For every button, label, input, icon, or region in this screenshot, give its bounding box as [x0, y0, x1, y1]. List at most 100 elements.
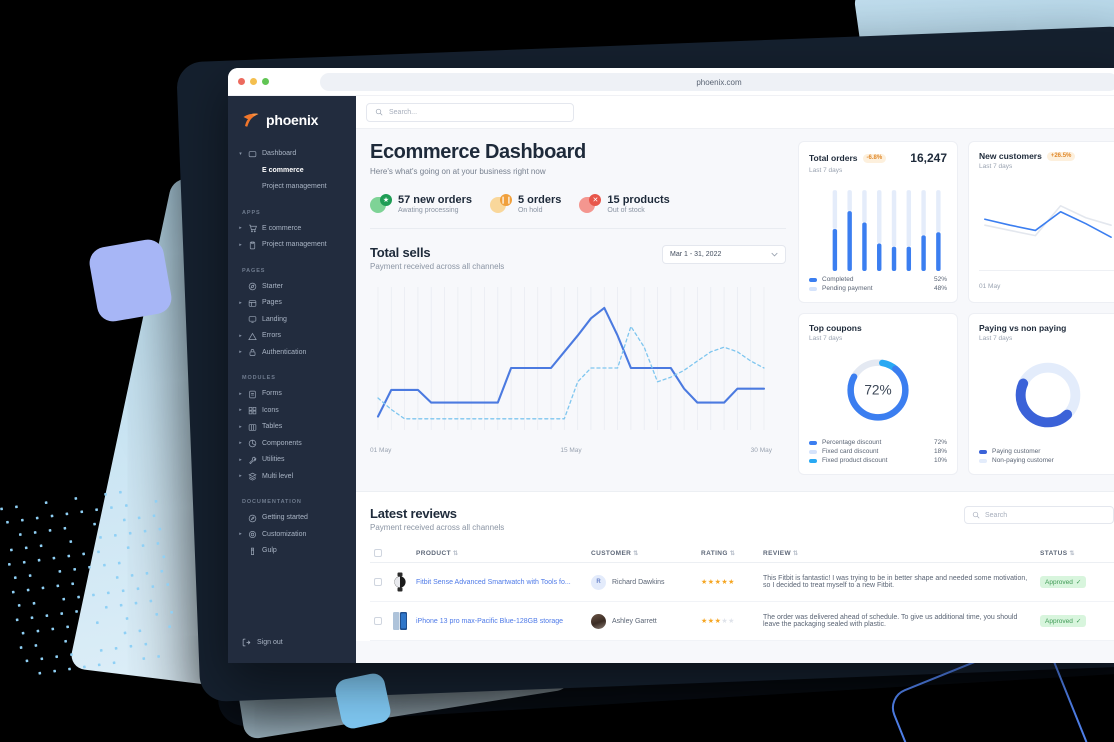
- date-range-select[interactable]: Mar 1 - 31, 2022: [662, 245, 786, 264]
- minimize-icon[interactable]: [250, 78, 257, 85]
- sidebar-item-label: Landing: [262, 315, 287, 326]
- row-product-cell[interactable]: iPhone 13 pro max-Pacific Blue-128GB sto…: [412, 602, 587, 641]
- card-top-coupons: Top coupons Last 7 days 72%: [798, 313, 958, 475]
- stat-number: 57 new orders: [398, 194, 472, 206]
- column-product[interactable]: PRODUCT ⇅: [412, 544, 587, 563]
- row-product-cell[interactable]: Fitbit Sense Advanced Smartwatch with To…: [412, 563, 587, 602]
- clipboard-icon-wrap: [248, 241, 257, 250]
- stat-item-1: ❙❙ 5 orders On hold: [490, 194, 561, 214]
- donut-chart-icon: 72%: [842, 354, 914, 426]
- caret-icon[interactable]: ▸: [238, 300, 243, 308]
- new-customers-series-1: [985, 212, 1111, 237]
- caret-icon[interactable]: ▸: [238, 225, 243, 233]
- maximize-icon[interactable]: [262, 78, 269, 85]
- row-checkbox[interactable]: [374, 578, 382, 586]
- sidebar-item-e-commerce[interactable]: E commerce: [228, 163, 356, 180]
- new-customers-title: New customers: [979, 151, 1042, 161]
- avatar: [591, 614, 606, 629]
- sidebar-item-label: Tables: [262, 422, 282, 433]
- monitor-icon-wrap: [248, 315, 257, 324]
- column-rating[interactable]: RATING ⇅: [697, 544, 759, 563]
- sidebar-item-landing[interactable]: Landing: [228, 312, 356, 329]
- stat-item-2: ✕ 15 products Out of stock: [579, 194, 669, 214]
- caret-icon[interactable]: ▸: [238, 407, 243, 415]
- select-all-checkbox[interactable]: [374, 549, 382, 557]
- sidebar-item-multi-level[interactable]: ▸ Multi level: [228, 469, 356, 486]
- caret-icon[interactable]: ▸: [238, 391, 243, 399]
- sidebar-item-label: Icons: [262, 406, 279, 417]
- bar-pending: [936, 190, 940, 232]
- sidebar-item-icons[interactable]: ▸ Icons: [228, 403, 356, 420]
- row-select-cell[interactable]: [370, 602, 388, 641]
- sidebar-item-project-management[interactable]: Project management: [228, 179, 356, 196]
- sidebar-nav: ▾ Dashboard E commerce Project management AP…: [228, 146, 356, 560]
- select-all-header[interactable]: [370, 544, 388, 563]
- bar-completed: [862, 223, 866, 271]
- caret-icon[interactable]: ▸: [238, 424, 243, 432]
- bar-completed: [877, 244, 881, 271]
- caret-icon[interactable]: ▾: [238, 151, 243, 159]
- caret-icon[interactable]: ▸: [238, 531, 243, 539]
- column-customer[interactable]: CUSTOMER ⇅: [587, 544, 697, 563]
- screenshot-stage: phoenix.com phoenix ▾ Dashboard E commerce…: [0, 0, 1114, 742]
- sort-icon[interactable]: ⇅: [730, 551, 735, 557]
- product-link[interactable]: iPhone 13 pro max-Pacific Blue-128GB sto…: [416, 618, 563, 625]
- bar-pending: [847, 190, 851, 211]
- dashboard-icon: [248, 150, 257, 159]
- caret-icon[interactable]: ▸: [238, 473, 243, 481]
- url-bar[interactable]: phoenix.com: [320, 73, 1114, 91]
- sidebar-item-forms[interactable]: ▸ Forms: [228, 386, 356, 403]
- bar-pending: [862, 190, 866, 222]
- top-coupons-legend: Percentage discount 72% Fixed card discoun…: [809, 438, 947, 465]
- sidebar-item-gulp[interactable]: Gulp: [228, 543, 356, 560]
- sidebar-item-errors[interactable]: ▸ Errors: [228, 328, 356, 345]
- total-orders-legend-row: Pending payment 48%: [809, 284, 947, 293]
- row-checkbox[interactable]: [374, 617, 382, 625]
- sidebar-item-tables[interactable]: ▸ Tables: [228, 419, 356, 436]
- search-input[interactable]: Search...: [366, 103, 574, 122]
- sort-icon[interactable]: ⇅: [633, 551, 638, 557]
- new-customers-axis-label: 01 May: [979, 283, 1000, 290]
- sidebar-item-project-management[interactable]: ▸ Project management: [228, 237, 356, 254]
- sidebar-item-label: Starter: [262, 282, 283, 293]
- table-row[interactable]: Fitbit Sense Advanced Smartwatch with To…: [370, 563, 1114, 602]
- sort-icon[interactable]: ⇅: [793, 551, 798, 557]
- rocket-icon-wrap: [248, 514, 257, 523]
- caret-icon[interactable]: ▸: [238, 333, 243, 341]
- column-status[interactable]: STATUS ⇅: [1036, 544, 1114, 563]
- sidebar-item-customization[interactable]: ▸ Customization: [228, 527, 356, 544]
- thumb-header: [388, 544, 412, 563]
- legend-value: 10%: [934, 457, 947, 464]
- lock-icon: [248, 348, 257, 357]
- new-customers-period: Last 7 days: [979, 163, 1114, 170]
- brand-logo[interactable]: phoenix: [228, 108, 356, 128]
- sidebar-item-authentication[interactable]: ▸ Authentication: [228, 345, 356, 362]
- legend-label: Non-paying customer: [992, 457, 1114, 464]
- sidebar-item-dashboard[interactable]: ▾ Dashboard: [228, 146, 356, 163]
- star-icon: ★: [708, 579, 715, 586]
- table-row[interactable]: iPhone 13 pro max-Pacific Blue-128GB sto…: [370, 602, 1114, 641]
- caret-icon[interactable]: ▸: [238, 457, 243, 465]
- total-sells-subtitle: Payment received across all channels: [370, 262, 504, 271]
- column-review[interactable]: REVIEW ⇅: [759, 544, 1036, 563]
- reviews-search-input[interactable]: Search: [964, 506, 1114, 524]
- sort-icon[interactable]: ⇅: [1069, 551, 1074, 557]
- sidebar-item-getting-started[interactable]: Getting started: [228, 510, 356, 527]
- caret-icon[interactable]: ▸: [238, 440, 243, 448]
- sidebar-item-e-commerce[interactable]: ▸ E commerce: [228, 221, 356, 238]
- sort-icon[interactable]: ⇅: [453, 551, 458, 557]
- caret-icon[interactable]: ▸: [238, 349, 243, 357]
- product-link[interactable]: Fitbit Sense Advanced Smartwatch with To…: [416, 579, 571, 586]
- sign-out-button[interactable]: Sign out: [228, 638, 356, 647]
- sidebar-item-pages[interactable]: ▸ Pages: [228, 295, 356, 312]
- close-icon[interactable]: [238, 78, 245, 85]
- sidebar-item-starter[interactable]: Starter: [228, 279, 356, 296]
- row-select-cell[interactable]: [370, 563, 388, 602]
- sidebar-item-components[interactable]: ▸ Components: [228, 436, 356, 453]
- caret-icon[interactable]: ▸: [238, 242, 243, 250]
- row-customer-cell: R Richard Dawkins: [587, 563, 697, 602]
- sidebar-item-utilities[interactable]: ▸ Utilities: [228, 452, 356, 469]
- legend-swatch: [979, 450, 987, 454]
- sidebar-item-label: Authentication: [262, 348, 306, 359]
- window-controls[interactable]: [238, 78, 269, 85]
